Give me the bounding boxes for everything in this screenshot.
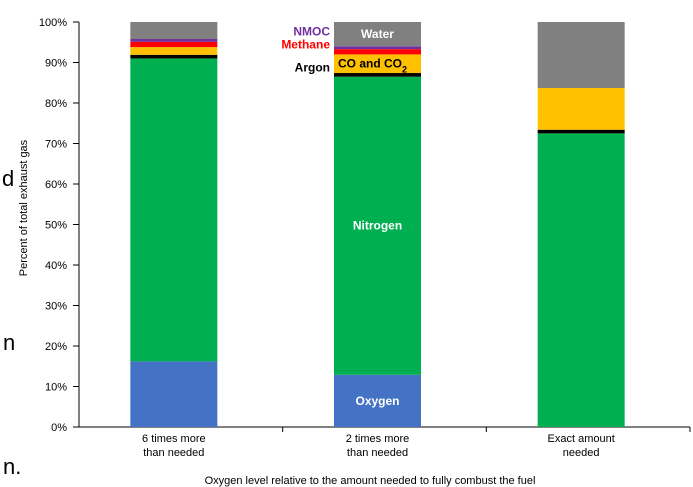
x-tick-label: than needed (347, 447, 408, 459)
background-text-fragment: d (2, 166, 15, 191)
bar-segment (130, 39, 218, 42)
x-tick-label: needed (563, 447, 600, 459)
y-tick-label: 20% (45, 341, 67, 353)
y-tick-label: 100% (39, 17, 67, 29)
bar-segment (130, 47, 218, 55)
bar-segment (130, 22, 218, 40)
x-tick-label: 2 times more (346, 433, 410, 445)
segment-annotation: Methane (281, 38, 330, 52)
y-tick-label: 0% (51, 422, 67, 434)
background-text-fragment: n (3, 330, 16, 355)
bar-segment (334, 46, 421, 50)
bar-segment (130, 58, 218, 362)
y-tick-label: 90% (45, 58, 67, 70)
x-tick-label: 6 times more (142, 433, 206, 445)
bar-segment (130, 41, 218, 48)
y-tick-label: 50% (45, 220, 67, 232)
y-tick-label: 70% (45, 139, 67, 151)
bar-segment (334, 73, 421, 77)
bar-segment (130, 361, 218, 427)
annotation-subscript: 2 (402, 65, 407, 75)
bar-segment (334, 76, 421, 375)
y-axis-label: Percent of total exhaust gas (18, 139, 30, 276)
y-tick-label: 30% (45, 301, 67, 313)
bar-segment (537, 88, 625, 130)
x-axis-label: Oxygen level relative to the amount need… (205, 475, 536, 487)
bars-layer (130, 22, 625, 427)
bar-segment (537, 133, 625, 427)
bar-segment (334, 49, 421, 55)
bar-segment (537, 129, 625, 134)
y-tick-label: 40% (45, 260, 67, 272)
y-tick-label: 10% (45, 382, 67, 394)
bar-segment (537, 22, 625, 89)
y-tick-label: 80% (45, 98, 67, 110)
bar-segment (130, 54, 218, 59)
background-text-fragment: n. (3, 454, 22, 479)
segment-annotation: NMOC (293, 25, 330, 39)
segment-annotation: Water (361, 27, 394, 41)
segment-annotation: Argon (295, 60, 330, 74)
x-tick-label: Exact amount (548, 433, 615, 445)
segment-annotation: Nitrogen (353, 219, 402, 233)
segment-annotation: Oxygen (355, 394, 399, 408)
bar-segment (334, 374, 421, 427)
y-tick-label: 60% (45, 179, 67, 191)
segment-annotation: CO and CO2 (338, 57, 407, 75)
x-tick-label: than needed (143, 447, 204, 459)
bar-segment (334, 22, 421, 47)
bar-segment (334, 54, 421, 74)
